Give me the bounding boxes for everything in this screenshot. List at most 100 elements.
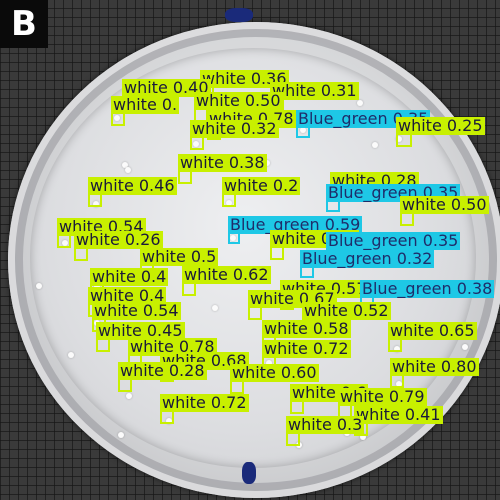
colony bbox=[118, 432, 124, 438]
detection-label: Blue_green 0.59 bbox=[228, 215, 363, 234]
detection-label: white 0.58 bbox=[262, 319, 351, 338]
detection-label: white 0.60 bbox=[230, 363, 319, 382]
colony bbox=[300, 127, 306, 133]
detection-box: white 0.60 bbox=[230, 364, 319, 394]
colony bbox=[166, 418, 172, 424]
detection-box: white 0.4 bbox=[88, 287, 167, 317]
detection-box: Blue_green 0.38 bbox=[360, 280, 495, 308]
colony bbox=[193, 141, 199, 147]
detection-label: Blue_green 0.38 bbox=[360, 279, 495, 298]
detection-box: white 0.25 bbox=[396, 117, 485, 147]
detection-box: white 0.58 bbox=[262, 320, 351, 350]
colony bbox=[372, 142, 378, 148]
detection-label: white 0.72 bbox=[160, 393, 249, 412]
detection-label: white 0.32 bbox=[190, 119, 279, 138]
detection-label: white 0.5 bbox=[140, 247, 219, 266]
colony bbox=[357, 100, 363, 106]
detection-box: white 0.38 bbox=[178, 154, 267, 184]
detection-label: Blue_green 0.35 bbox=[296, 109, 431, 128]
colony bbox=[394, 346, 400, 352]
detection-box: white 0.5 bbox=[140, 248, 219, 278]
detection-label: white 0.3 bbox=[286, 415, 365, 434]
detection-box: white 0.31 bbox=[270, 82, 359, 112]
detection-label: white 0.80 bbox=[390, 357, 479, 376]
colony bbox=[114, 115, 120, 121]
detection-box: Blue_green 0.35 bbox=[326, 184, 461, 212]
colony bbox=[36, 283, 42, 289]
detection-label: white 0.41 bbox=[354, 405, 443, 424]
detection-box: white 0.28 bbox=[118, 362, 207, 392]
colony bbox=[93, 201, 99, 207]
detection-box: white 0.45 bbox=[96, 322, 185, 352]
detection-label: white 0.26 bbox=[74, 230, 163, 249]
detection-label: white 0.31 bbox=[270, 81, 359, 100]
detection-box: white 0.72 bbox=[160, 394, 249, 424]
colony bbox=[264, 160, 270, 166]
detection-box: white 0.50 bbox=[400, 196, 489, 226]
colony bbox=[68, 352, 74, 358]
detection-label: white 0.38 bbox=[178, 153, 267, 172]
detection-label: white 0.40 bbox=[122, 78, 211, 97]
colony bbox=[126, 393, 132, 399]
colony bbox=[396, 381, 402, 387]
detection-box: Blue_green 0.35 bbox=[296, 110, 431, 138]
colony bbox=[62, 240, 68, 246]
detection-box: white 0.3 bbox=[286, 416, 365, 446]
detection-box: white 0.50 bbox=[194, 92, 283, 122]
detection-box: white 0.2 bbox=[222, 177, 301, 207]
colony bbox=[125, 167, 131, 173]
detection-box: white 0. bbox=[111, 96, 180, 126]
detection-box: white 0.52 bbox=[302, 302, 391, 332]
detection-label: white 0.52 bbox=[302, 301, 391, 320]
detection-label: Blue_green 0.32 bbox=[300, 249, 435, 268]
detection-label: white 0.4 bbox=[88, 286, 167, 305]
detection-box: white 0.41 bbox=[354, 406, 443, 436]
detection-label: white 0.72 bbox=[262, 339, 351, 358]
detection-box: white 0.79 bbox=[338, 388, 427, 418]
colony bbox=[212, 305, 218, 311]
detection-box: white 0.54 bbox=[57, 218, 146, 248]
detection-label: white 0. bbox=[111, 95, 180, 114]
detection-box: white 0.62 bbox=[182, 266, 271, 296]
colony bbox=[462, 344, 468, 350]
detection-box: Blue_green 0.35 bbox=[326, 232, 461, 260]
detection-box: white 0.72 bbox=[262, 340, 351, 370]
detection-label: white 0.62 bbox=[182, 265, 271, 284]
detection-box: Blue_green 0.59 bbox=[228, 216, 363, 244]
colony bbox=[94, 283, 100, 289]
dish-marker-top bbox=[225, 8, 253, 22]
detection-label: white 0.50 bbox=[194, 91, 283, 110]
detection-label: white 0.78 bbox=[128, 337, 217, 356]
detection-label: white 0.4 bbox=[90, 267, 169, 286]
detection-label: white 0.25 bbox=[396, 116, 485, 135]
detection-box: white 0.26 bbox=[74, 231, 163, 261]
detection-label: white 0.45 bbox=[96, 321, 185, 340]
detection-label: white 0.50 bbox=[400, 195, 489, 214]
detection-label: white 0.46 bbox=[88, 176, 177, 195]
detection-label: white 0.28 bbox=[118, 361, 207, 380]
detection-label: Blue_green 0.35 bbox=[326, 231, 461, 250]
detection-box: white 0.53 bbox=[270, 230, 359, 260]
detection-box: white 0.6 bbox=[290, 384, 369, 414]
detection-box: white 0.65 bbox=[388, 322, 477, 352]
dish-marker-bottom bbox=[242, 462, 256, 484]
detection-box: white 0.67 bbox=[248, 290, 337, 320]
detection-label: white 0.2 bbox=[222, 176, 301, 195]
detection-box: white 0.78 bbox=[128, 338, 217, 368]
colony bbox=[360, 434, 366, 440]
detection-box: white 0.46 bbox=[88, 177, 177, 207]
detection-label: white 0.54 bbox=[92, 301, 181, 320]
detection-label: white 0.79 bbox=[338, 387, 427, 406]
detection-box: white 0.80 bbox=[390, 358, 479, 388]
colony bbox=[266, 360, 272, 366]
detection-box: white 0.4 bbox=[90, 268, 169, 298]
detection-box: white 0.54 bbox=[92, 302, 181, 332]
panel-label: B bbox=[0, 0, 48, 48]
detection-label: white 0.65 bbox=[388, 321, 477, 340]
detection-label: white 0.36 bbox=[200, 69, 289, 88]
detection-box: white 0.40 bbox=[122, 79, 211, 109]
detection-box: Blue_green 0.32 bbox=[300, 250, 435, 278]
colony bbox=[396, 136, 402, 142]
colony bbox=[122, 162, 128, 168]
